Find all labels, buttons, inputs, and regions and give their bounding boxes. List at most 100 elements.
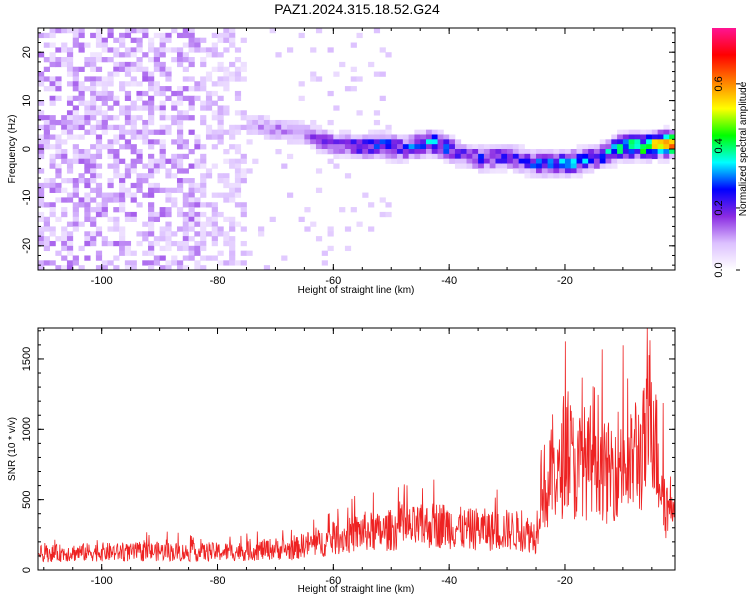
- spectrogram-cell: [547, 158, 554, 164]
- spectrogram-cell: [72, 260, 79, 266]
- spectrogram-cell: [379, 129, 386, 135]
- spectrogram-cell: [234, 202, 242, 208]
- spectrogram-cell: [113, 61, 120, 68]
- spectrogram-cell: [61, 57, 68, 63]
- spectrogram-cell: [171, 197, 178, 203]
- spectrogram-cell: [72, 86, 79, 92]
- spectrogram-cell: [356, 76, 363, 82]
- spectrogram-cell: [582, 153, 589, 160]
- spectrogram-cell: [553, 173, 560, 179]
- spectrogram-cell: [148, 168, 155, 174]
- spectrogram-cell: [200, 81, 207, 87]
- spectrogram-cell: [95, 42, 103, 48]
- spectrogram-cell: [281, 134, 288, 140]
- spectrogram-cell: [651, 129, 659, 135]
- spectrogram-cell: [107, 153, 114, 160]
- spectrogram-cell: [391, 139, 398, 145]
- spectrogram-cell: [107, 57, 114, 63]
- spectrogram-cell: [182, 240, 189, 247]
- spectrogram-cell: [663, 149, 670, 155]
- spectrogram-cell: [663, 158, 670, 164]
- spectrogram-cell: [171, 187, 178, 193]
- spectrogram-cell: [229, 260, 236, 266]
- spectrogram-cell: [327, 144, 334, 150]
- spectrogram-cell: [194, 211, 201, 218]
- spectrogram-cell: [176, 86, 184, 92]
- spectrogram-cell: [344, 134, 352, 140]
- spectrogram-cell: [507, 158, 514, 164]
- spectrogram-cell: [263, 134, 271, 140]
- spectrogram-cell: [564, 173, 572, 179]
- spectrogram-cell: [414, 129, 421, 135]
- spectrogram-cell: [240, 76, 247, 82]
- spectrogram-cell: [379, 47, 386, 53]
- spectrogram-cell: [119, 37, 126, 43]
- spectrogram-cell: [101, 260, 108, 266]
- spectrogram-cell: [136, 149, 143, 155]
- spectrogram-cell: [78, 124, 85, 131]
- spectrogram-cell: [414, 149, 421, 155]
- spectrogram-cell: [165, 245, 172, 252]
- spectrogram-cell: [449, 149, 456, 155]
- spectrogram-cell: [78, 28, 85, 34]
- spectrogram-cell: [420, 144, 427, 150]
- spectrogram-cell: [321, 144, 328, 150]
- spectrogram-cell: [90, 52, 97, 58]
- spectrogram-cell: [333, 71, 340, 77]
- spectrogram-cell: [356, 221, 363, 227]
- spectrogram-cell: [327, 119, 334, 126]
- spectrogram-cell: [194, 250, 201, 256]
- spectrogram-cell: [90, 66, 97, 72]
- spectrogram-cell: [281, 163, 288, 169]
- spectrogram-cell: [84, 163, 91, 169]
- spectrogram-cell: [576, 168, 583, 174]
- spectrogram-cell: [61, 187, 68, 193]
- spectrogram-cell: [113, 115, 120, 121]
- spectrogram-cell: [165, 260, 172, 266]
- spectrogram-cell: [397, 144, 404, 150]
- spectrogram-cell: [599, 149, 606, 155]
- spectrogram-cell: [217, 173, 224, 179]
- spectrogram-cell: [344, 153, 352, 160]
- spectrogram-cell: [391, 153, 398, 160]
- spectrogram-cell: [72, 105, 79, 111]
- spectrogram-cell: [159, 110, 166, 116]
- spectrogram-cell: [142, 250, 149, 256]
- spectrogram-cell: [472, 153, 479, 160]
- spectrogram-cell: [171, 100, 178, 106]
- spectrogram-cell: [240, 158, 247, 164]
- spectrogram-cell: [182, 42, 189, 48]
- spectrogram-cell: [379, 134, 386, 140]
- spectrogram-cell: [350, 76, 357, 82]
- spectrogram-cell: [402, 158, 410, 164]
- spectrogram-cell: [229, 187, 236, 193]
- x-tick-label: -80: [210, 575, 226, 587]
- spectrogram-cell: [148, 216, 155, 222]
- spectrogram-cell: [217, 124, 224, 131]
- spectrogram-cell: [72, 134, 79, 140]
- spectrogram-cell: [142, 124, 149, 131]
- spectrogram-cell: [78, 149, 85, 155]
- spectrogram-cell: [182, 178, 189, 184]
- spectrogram-cell: [153, 236, 161, 242]
- spectrogram-cell: [512, 149, 520, 155]
- spectrogram-cell: [217, 119, 224, 126]
- spectrogram-cell: [478, 144, 485, 150]
- spectrogram-cell: [194, 245, 201, 252]
- spectrogram-cell: [420, 129, 427, 135]
- spectrogram-cell: [124, 192, 132, 198]
- spectrogram-cell: [229, 163, 236, 169]
- spectrogram-cell: [628, 129, 635, 135]
- spectrogram-cell: [373, 144, 381, 150]
- spectrogram-cell: [570, 153, 577, 160]
- spectrogram-cell: [159, 163, 166, 169]
- spectrogram-cell: [229, 158, 236, 164]
- spectrogram-cell: [78, 202, 85, 208]
- spectrogram-cell: [95, 211, 103, 218]
- spectrogram-cell: [669, 129, 676, 135]
- spectrogram-cell: [84, 61, 91, 68]
- spectrogram-cell: [397, 149, 404, 155]
- spectrogram-cell: [495, 158, 502, 164]
- spectrogram-cell: [483, 149, 491, 155]
- spectrogram-cell: [90, 158, 97, 164]
